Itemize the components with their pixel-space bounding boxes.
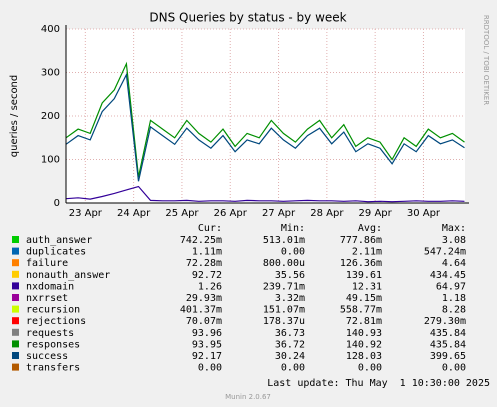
legend-stat: 126.36m: [340, 258, 382, 269]
footer: Munin 2.0.67: [225, 393, 271, 401]
legend-stat: 3.32m: [275, 293, 305, 304]
legend-stat: 140.92: [346, 339, 382, 350]
legend-stat: 93.96: [192, 328, 222, 339]
y-axis-label: queries / second: [9, 75, 20, 157]
series-line: [65, 185, 465, 203]
x-tick-label: 30 Apr: [407, 208, 441, 219]
legend-label: rejections: [26, 316, 86, 327]
stat-header: Min:: [281, 223, 305, 234]
series-line: [65, 72, 465, 182]
legend-label: requests: [26, 328, 74, 339]
x-tick-label: 28 Apr: [310, 208, 344, 219]
y-tick-label: 100: [41, 155, 60, 166]
stat-header: Max:: [442, 223, 466, 234]
legend-stat: 49.15m: [346, 293, 382, 304]
y-tick-label: 200: [41, 111, 60, 122]
legend-stat: 30.24: [275, 351, 305, 362]
x-tick-label: 26 Apr: [214, 208, 248, 219]
side-label: RRDTOOL / TOBI OETIKER: [482, 15, 490, 105]
legend-swatch: [12, 247, 19, 255]
legend-stat: 70.07m: [186, 316, 222, 327]
legend-swatch: [12, 340, 19, 348]
stat-header: Avg:: [358, 223, 382, 234]
legend-label: success: [26, 351, 68, 362]
legend-stat: 777.86m: [340, 235, 382, 246]
legend-stat: 800.00u: [263, 258, 305, 269]
legend-stat: 8.28: [442, 305, 466, 316]
legend-stat: 92.72: [192, 270, 222, 281]
legend-stat: 139.61: [346, 270, 382, 281]
legend-swatch: [12, 317, 19, 325]
legend-stat: 3.08: [442, 235, 466, 246]
legend-stat: 4.64: [442, 258, 466, 269]
legend-label: recursion: [26, 305, 80, 316]
legend-label: auth_answer: [26, 235, 92, 246]
legend-stat: 1.26: [198, 281, 222, 292]
legend-swatch: [12, 236, 19, 243]
legend-label: duplicates: [26, 247, 86, 258]
legend-swatch: [12, 328, 19, 336]
y-tick-label: 300: [41, 68, 60, 79]
series-line: [65, 61, 465, 178]
legend-stat: 0.00: [281, 363, 305, 374]
legend-stat: 72.28m: [186, 258, 222, 269]
legend-label: transfers: [26, 363, 80, 374]
legend-stat: 92.17: [192, 351, 222, 362]
legend-swatch: [12, 363, 19, 371]
legend-swatch: [12, 352, 19, 359]
legend-stat: 435.84: [430, 328, 466, 339]
chart-title: DNS Queries by status - by week: [149, 11, 346, 25]
x-tick-label: 23 Apr: [69, 208, 103, 219]
legend-stat: 36.73: [275, 328, 305, 339]
legend-stat: 558.77m: [340, 305, 382, 316]
legend-swatch: [12, 282, 19, 290]
legend-label: responses: [26, 339, 80, 350]
legend-stat: 0.00: [358, 363, 382, 374]
legend-label: failure: [26, 258, 68, 269]
legend-stat: 36.72: [275, 339, 305, 350]
legend-stat: 401.37m: [180, 305, 222, 316]
legend-swatch: [12, 305, 19, 313]
last-update: Last update: Thu May 1 10:30:00 2025: [267, 378, 490, 389]
legend-stat: 0.00: [442, 363, 466, 374]
legend-stat: 12.31: [352, 281, 382, 292]
legend-stat: 435.84: [430, 339, 466, 350]
legend-label: nxdomain: [26, 281, 74, 292]
legend-label: nonauth_answer: [26, 270, 110, 281]
legend-swatch: [12, 259, 19, 267]
legend-stat: 2.11m: [352, 247, 382, 258]
legend-stat: 1.18: [442, 293, 466, 304]
legend-stat: 434.45: [430, 270, 466, 281]
legend-swatch: [12, 294, 19, 301]
y-tick-label: 400: [41, 24, 60, 35]
legend-stat: 279.30m: [424, 316, 466, 327]
legend-stat: 140.93: [346, 328, 382, 339]
legend-stat: 0.00: [281, 247, 305, 258]
x-tick-label: 29 Apr: [359, 208, 393, 219]
legend-stat: 239.71m: [263, 281, 305, 292]
stat-header: Cur:: [198, 223, 222, 234]
legend-stat: 64.97: [436, 281, 466, 292]
legend-stat: 547.24m: [424, 247, 466, 258]
legend-swatch: [12, 270, 19, 278]
legend-stat: 1.11m: [192, 247, 222, 258]
legend-stat: 178.37u: [263, 316, 305, 327]
legend-stat: 0.00: [198, 363, 222, 374]
legend-stat: 399.65: [430, 351, 466, 362]
legend-stat: 29.93m: [186, 293, 222, 304]
legend-label: nxrrset: [26, 293, 68, 304]
legend-stat: 151.07m: [263, 305, 305, 316]
legend-stat: 513.01m: [263, 235, 305, 246]
x-tick-label: 24 Apr: [117, 208, 151, 219]
legend-stat: 742.25m: [180, 235, 222, 246]
legend-stat: 72.81m: [346, 316, 382, 327]
x-tick-label: 27 Apr: [262, 208, 296, 219]
legend-stat: 35.56: [275, 270, 305, 281]
y-tick-label: 0: [54, 198, 60, 209]
x-tick-label: 25 Apr: [165, 208, 199, 219]
legend-stat: 93.95: [192, 339, 222, 350]
legend-stat: 128.03: [346, 351, 382, 362]
